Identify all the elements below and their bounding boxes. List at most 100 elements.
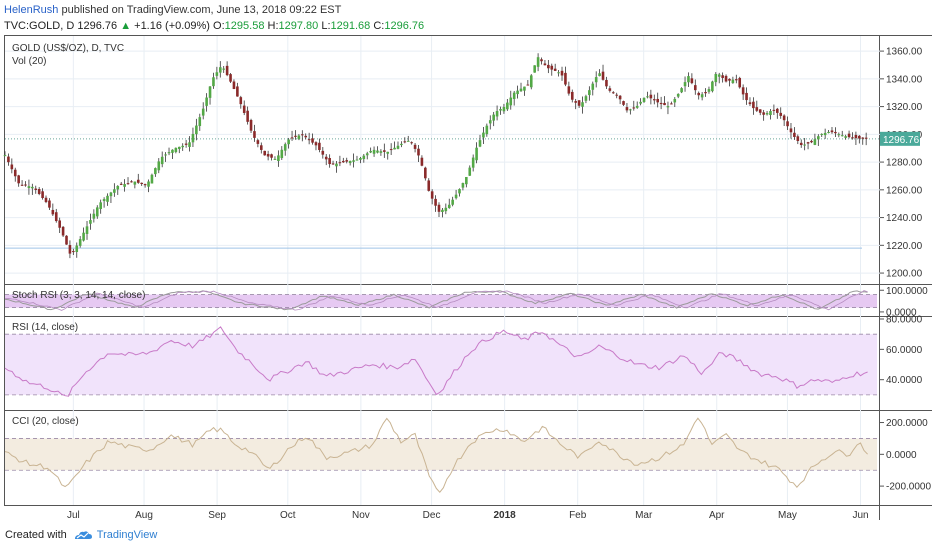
candle-body <box>10 164 14 170</box>
candle-body <box>741 87 745 95</box>
candle-body <box>130 181 133 183</box>
candle-body <box>78 239 82 246</box>
candle-body <box>150 174 154 184</box>
x-tick-label: Nov <box>352 510 370 521</box>
candle-body <box>523 86 526 91</box>
footer: Created with TradingView <box>5 529 157 541</box>
candle-body <box>611 92 615 94</box>
candle-body <box>864 137 868 139</box>
candle-body <box>133 181 137 185</box>
candle-body <box>762 112 765 115</box>
candle-body <box>270 154 273 158</box>
candle-body <box>786 121 789 127</box>
candle-body <box>222 68 226 70</box>
candles-group <box>3 53 868 259</box>
candle-body <box>629 109 632 111</box>
candle-body <box>188 142 191 147</box>
candle-body <box>817 136 820 140</box>
candle-body <box>652 99 656 101</box>
candle-body <box>772 109 776 111</box>
candle-body <box>355 159 359 161</box>
cci-axis-label: -200.0000 <box>886 482 931 493</box>
candle-body <box>410 142 413 144</box>
candle-body <box>485 125 489 135</box>
candle-body <box>656 98 660 103</box>
candle-body <box>75 245 79 253</box>
candle-body <box>745 92 748 101</box>
candle-body <box>861 137 865 139</box>
candle-body <box>458 189 461 194</box>
candle-body <box>570 91 574 100</box>
candle-body <box>430 191 434 199</box>
candle-body <box>512 92 516 99</box>
stoch-rsi-axis-label: 0.0000 <box>886 307 917 318</box>
candle-body <box>516 90 519 95</box>
candle-body <box>700 94 704 98</box>
candle-body <box>581 102 584 107</box>
candle-body <box>61 226 65 236</box>
candle-body <box>34 188 38 190</box>
candle-body <box>352 160 355 162</box>
close-value: 1296.76 <box>384 20 425 32</box>
candle-body <box>451 199 454 205</box>
candle-body <box>717 74 721 77</box>
chart-frame <box>4 35 932 506</box>
candle-body <box>789 128 793 133</box>
candle-body <box>806 142 810 144</box>
candle-body <box>728 78 731 81</box>
candle-body <box>406 140 410 142</box>
candle-body <box>550 65 554 70</box>
candle-body <box>338 162 342 164</box>
candle-body <box>54 212 58 222</box>
candle-body <box>95 207 99 217</box>
author-link[interactable]: HelenRush <box>4 4 59 16</box>
price-axis-label: 1220.00 <box>886 241 923 252</box>
candle-body <box>290 137 294 139</box>
x-tick-label: Mar <box>635 510 653 521</box>
candle-body <box>495 111 499 117</box>
rsi-title: RSI (14, close) <box>12 322 78 333</box>
candle-body <box>20 184 24 186</box>
stoch-rsi-line <box>4 290 868 311</box>
candle-body <box>837 134 841 136</box>
candle-body <box>693 85 697 91</box>
publish-line: HelenRush published on TradingView.com, … <box>4 2 928 18</box>
candle-body <box>7 156 10 163</box>
candle-body <box>564 72 567 85</box>
candle-body <box>731 79 735 84</box>
candle-body <box>195 125 198 135</box>
candle-body <box>143 184 147 186</box>
candle-body <box>85 226 89 234</box>
candle-body <box>41 191 44 199</box>
candle-body <box>212 77 215 87</box>
candle-body <box>591 83 595 90</box>
candle-body <box>273 158 277 160</box>
candle-body <box>205 97 208 106</box>
candle-body <box>553 68 557 71</box>
candle-body <box>776 108 779 113</box>
candle-body <box>365 153 369 156</box>
candle-body <box>834 131 837 134</box>
x-tick-label: May <box>778 510 797 521</box>
tradingview-link[interactable]: TradingView <box>96 529 158 541</box>
candle-body <box>847 133 851 138</box>
candle-body <box>266 153 270 157</box>
cci-line <box>4 417 868 493</box>
candle-body <box>605 79 608 87</box>
rsi-axis-label: 40.0000 <box>886 375 923 386</box>
candle-body <box>208 86 212 98</box>
candle-body <box>236 86 239 97</box>
candle-body <box>803 144 806 146</box>
candle-body <box>348 160 352 164</box>
candle-body <box>106 195 109 202</box>
stoch-rsi-title: Stoch RSI (3, 3, 14, 14, close) <box>12 290 145 301</box>
cci-axis-label: 200.0000 <box>886 418 928 429</box>
x-tick-label: Oct <box>280 510 296 521</box>
candle-body <box>594 77 598 83</box>
candle-body <box>362 155 366 160</box>
candle-body <box>519 88 523 92</box>
x-tick-label: Dec <box>423 510 441 521</box>
candle-body <box>714 73 718 83</box>
open-value: 1295.58 <box>224 20 265 32</box>
